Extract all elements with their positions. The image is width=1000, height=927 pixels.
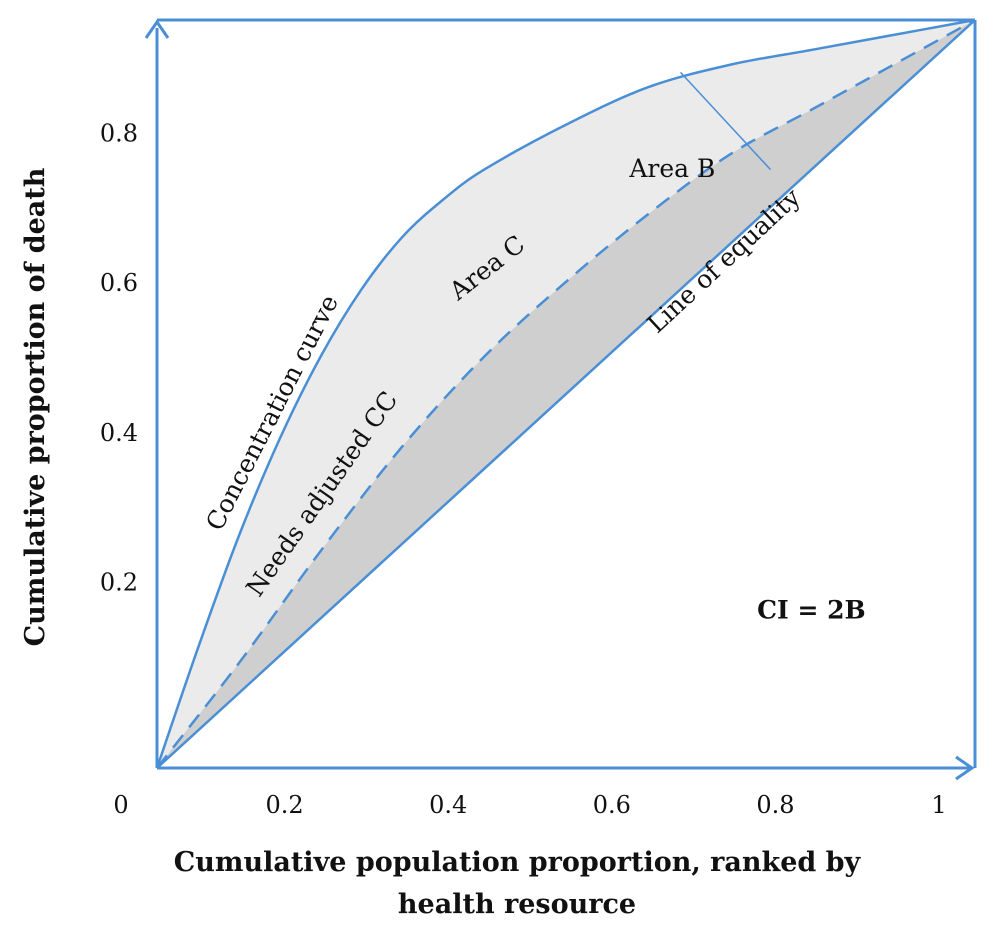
y-axis-title: Cumulative proportion of death (20, 167, 51, 646)
area-divider-line (679, 71, 772, 171)
series-line-of-equality (156, 19, 976, 769)
x-tick-label: 0 (113, 791, 128, 819)
label-area-b: Area B (628, 154, 715, 183)
x-tick-label: 0.4 (429, 791, 467, 819)
y-tick-label: 0.2 (100, 568, 138, 596)
series-lines (155, 18, 976, 769)
x-axis-title-line-1: Cumulative population proportion, ranked… (174, 847, 862, 878)
y-tick-label: 0.4 (100, 419, 138, 447)
plot-frame (144, 18, 977, 781)
area-c-fill (157, 20, 975, 768)
series-concentration-curve (155, 18, 976, 769)
y-tick-label: 0.8 (100, 120, 138, 148)
label-ci-2b: CI = 2B (757, 595, 865, 624)
y-axis-arrow (144, 19, 170, 39)
x-tick-label: 1 (931, 791, 946, 819)
x-axis-arrow (955, 755, 975, 781)
x-tick-label: 0.2 (266, 791, 304, 819)
x-tick-label: 0.8 (756, 791, 794, 819)
y-tick-label: 0.6 (100, 269, 138, 297)
x-axis-title-line-2: health resource (398, 889, 636, 920)
x-tick-label: 0.6 (593, 791, 631, 819)
series-needs-adjusted-cc (156, 18, 976, 769)
tick-labels: 00.20.40.60.810.20.40.60.81 (100, 120, 947, 819)
